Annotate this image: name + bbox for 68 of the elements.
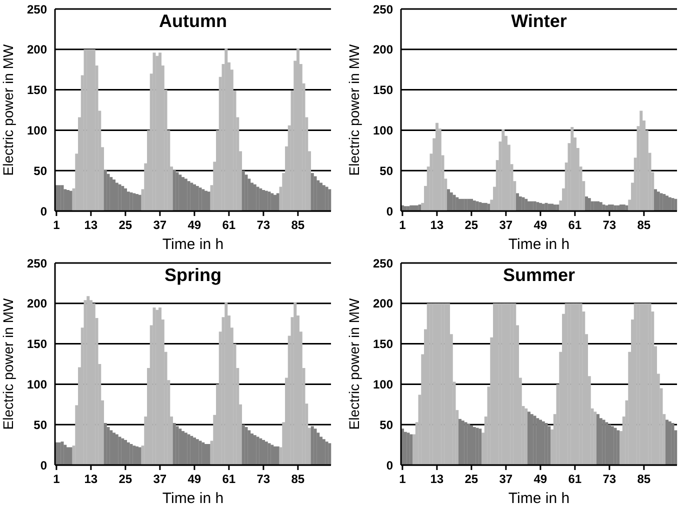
x-tick-label: 85 (291, 218, 305, 232)
x-tick-label: 25 (118, 472, 132, 486)
y-tick-label: 250 (26, 2, 48, 16)
x-tick-label: 1 (399, 218, 406, 232)
x-tick-label: 73 (256, 472, 270, 486)
x-tick-label: 61 (568, 218, 582, 232)
x-tick-label: 37 (153, 218, 167, 232)
y-axis-title: Electric power in MW (0, 297, 16, 430)
x-tick-label: 73 (602, 218, 616, 232)
y-axis-title: Electric power in MW (0, 43, 16, 176)
y-tick-label: 100 (26, 123, 48, 138)
x-tick-label: 13 (430, 218, 444, 232)
y-tick-label: 50 (34, 418, 48, 432)
y-tick-label: 0 (40, 204, 48, 218)
chart-title: Autumn (158, 11, 228, 32)
x-tick-label: 1 (399, 472, 406, 486)
y-tick-label: 100 (372, 377, 394, 392)
x-axis-title: Time in h (508, 236, 570, 253)
x-tick-label: 61 (568, 472, 582, 486)
x-tick-label: 1 (53, 472, 60, 486)
x-tick-label: 49 (534, 472, 548, 486)
y-tick-label: 200 (26, 42, 48, 57)
x-tick-label: 25 (464, 218, 478, 232)
x-tick-label: 13 (430, 472, 444, 486)
x-tick-label: 85 (291, 472, 305, 486)
x-tick-label: 1 (53, 218, 60, 232)
x-tick-label: 73 (602, 472, 616, 486)
x-tick-label: 25 (464, 472, 478, 486)
y-tick-label: 100 (26, 377, 48, 392)
x-tick-label: 49 (188, 472, 202, 486)
x-tick-label: 85 (637, 472, 651, 486)
y-tick-label: 150 (372, 83, 394, 98)
x-tick-label: 61 (222, 218, 236, 232)
x-tick-label: 37 (499, 218, 513, 232)
chart-title: Winter (510, 11, 568, 32)
y-tick-label: 50 (34, 164, 48, 178)
y-tick-label: 150 (372, 337, 394, 352)
x-axis-title: Time in h (162, 490, 224, 507)
y-tick-label: 100 (372, 123, 394, 138)
x-tick-label: 37 (499, 472, 513, 486)
y-axis-title: Electric power in MW (346, 43, 362, 176)
x-tick-label: 61 (222, 472, 236, 486)
x-tick-label: 37 (153, 472, 167, 486)
chart-title: Spring (164, 265, 222, 286)
y-tick-label: 50 (380, 164, 394, 178)
x-tick-label: 85 (637, 218, 651, 232)
x-axis-title: Time in h (508, 490, 570, 507)
y-tick-label: 200 (26, 296, 48, 311)
y-axis-title: Electric power in MW (346, 297, 362, 430)
y-tick-label: 250 (372, 256, 394, 270)
x-tick-label: 13 (84, 218, 98, 232)
x-tick-label: 13 (84, 472, 98, 486)
y-tick-label: 0 (386, 458, 394, 472)
y-tick-label: 250 (26, 256, 48, 270)
y-tick-label: 200 (372, 296, 394, 311)
x-axis-title: Time in h (162, 236, 224, 253)
y-tick-label: 250 (372, 2, 394, 16)
y-tick-label: 0 (40, 458, 48, 472)
y-tick-label: 0 (386, 204, 394, 218)
x-tick-label: 49 (534, 218, 548, 232)
x-tick-label: 73 (256, 218, 270, 232)
x-tick-label: 25 (118, 218, 132, 232)
y-tick-label: 200 (372, 42, 394, 57)
x-tick-label: 49 (188, 218, 202, 232)
y-tick-label: 150 (26, 83, 48, 98)
y-tick-label: 50 (380, 418, 394, 432)
chart-title: Summer (502, 265, 576, 286)
y-tick-label: 150 (26, 337, 48, 352)
